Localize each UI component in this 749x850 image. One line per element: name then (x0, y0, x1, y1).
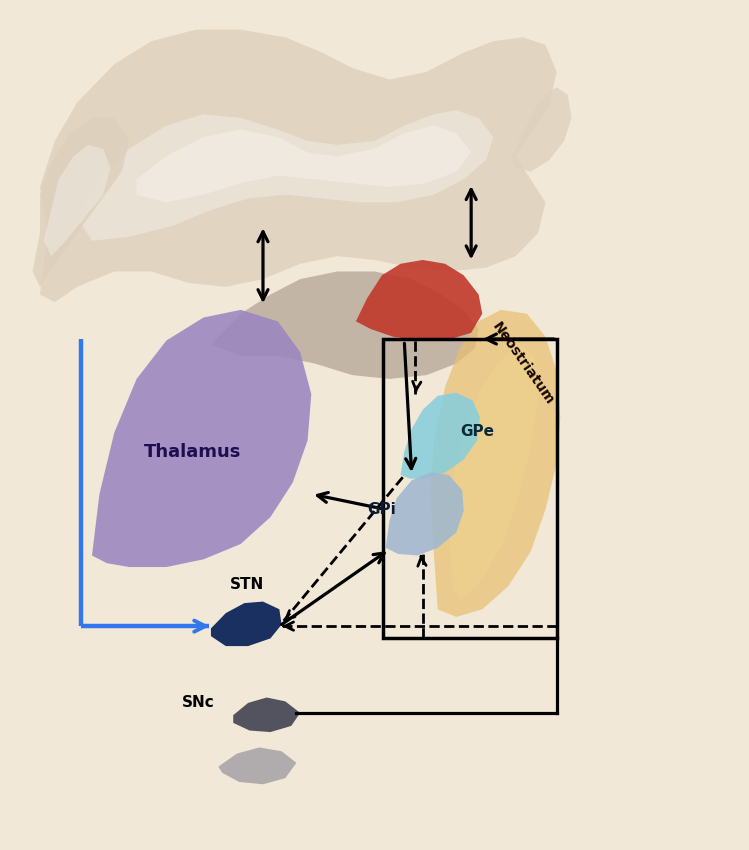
Text: GPe: GPe (460, 423, 494, 439)
Text: GPi: GPi (367, 502, 395, 517)
Polygon shape (32, 118, 129, 286)
Polygon shape (211, 271, 479, 379)
Polygon shape (512, 88, 571, 172)
Polygon shape (77, 110, 494, 241)
Polygon shape (356, 260, 482, 341)
Polygon shape (386, 473, 464, 556)
Polygon shape (40, 30, 557, 302)
Polygon shape (430, 310, 560, 617)
Text: SNc: SNc (182, 695, 215, 711)
Text: STN: STN (229, 577, 264, 592)
Polygon shape (219, 747, 297, 785)
Polygon shape (449, 344, 538, 602)
Text: Thalamus: Thalamus (144, 443, 241, 461)
Polygon shape (211, 602, 282, 646)
Text: Neostriatum: Neostriatum (490, 320, 557, 407)
Polygon shape (401, 393, 480, 479)
Polygon shape (92, 310, 312, 567)
Polygon shape (233, 698, 300, 732)
Polygon shape (136, 126, 471, 202)
Bar (383, 339, 557, 638)
Polygon shape (43, 144, 111, 256)
